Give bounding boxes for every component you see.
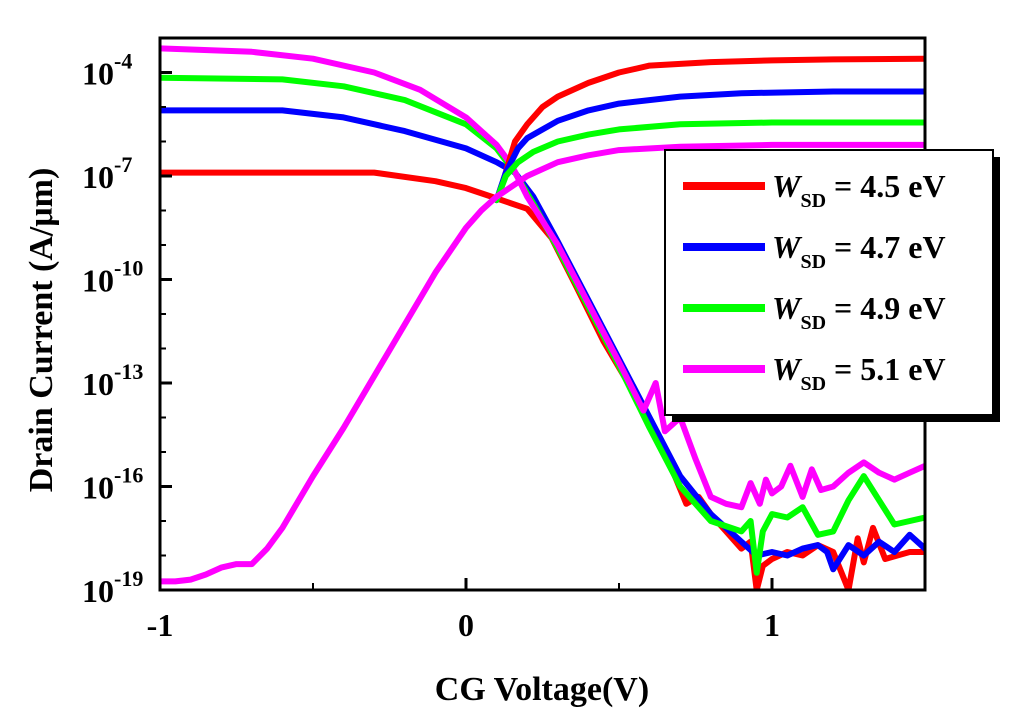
series-forward-line-2	[493, 88, 925, 204]
legend-label: WSD = 4.7 eV	[772, 229, 946, 273]
legend-label: WSD = 4.9 eV	[772, 290, 946, 334]
legend-label: WSD = 5.1 eV	[772, 351, 946, 395]
y-axis-ticks: 10-19 10-16 10-13 10-10 10-7 10-4	[82, 37, 172, 609]
x-tick-label: 1	[764, 607, 780, 643]
y-tick-label: 10-4	[82, 49, 132, 92]
series-forward-line-4	[160, 141, 925, 585]
series-reverse-layer	[160, 45, 925, 590]
series-forward-layer	[160, 55, 925, 585]
y-tick-label: 10-16	[82, 463, 143, 506]
x-tick-label: 0	[458, 607, 474, 643]
y-tick-label: 10-13	[82, 359, 143, 402]
legend-label: WSD = 4.5 eV	[772, 168, 946, 212]
y-axis-title: Drain Current (A/μm)	[23, 168, 60, 493]
y-tick-label: 10-7	[82, 152, 132, 195]
y-tick-label: 10-19	[82, 566, 143, 609]
y-tick-label: 10-10	[82, 256, 143, 299]
legend: WSD = 4.5 eV WSD = 4.7 eV WSD = 4.9 eV WSD …	[664, 149, 1000, 422]
series-reverse-line-4	[160, 45, 925, 511]
x-axis-ticks: -1 0 1	[147, 578, 926, 643]
x-tick-label: -1	[147, 607, 174, 643]
series-forward-line-3	[493, 119, 925, 204]
series-reverse-line-3	[160, 74, 925, 576]
x-axis-title: CG Voltage(V)	[435, 671, 649, 708]
